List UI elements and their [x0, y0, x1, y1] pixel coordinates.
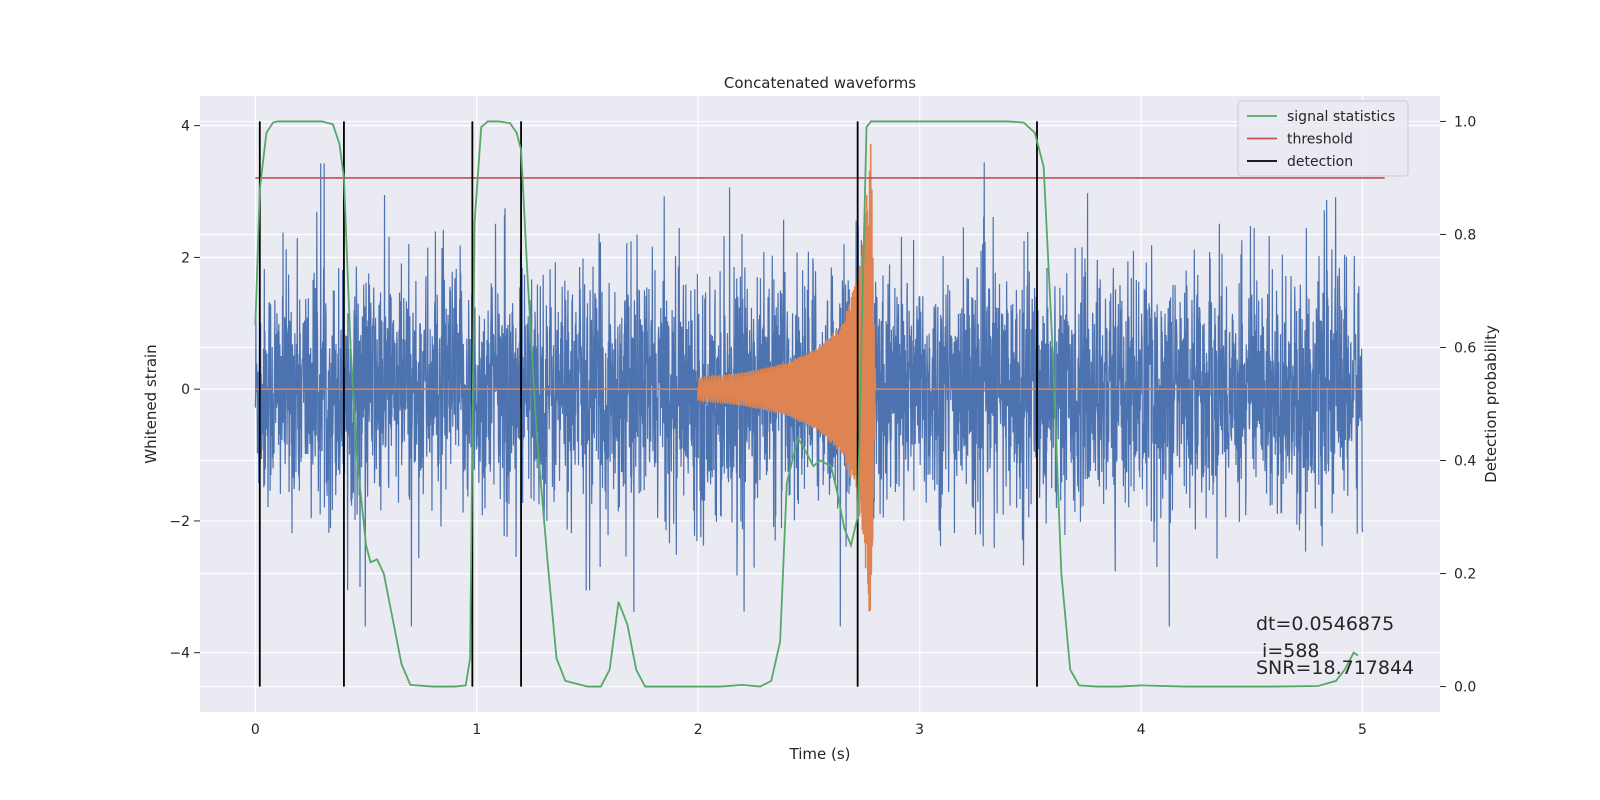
x-tick-label: 1 — [472, 722, 481, 738]
legend-label: threshold — [1287, 132, 1353, 148]
y2-tick-label: 0.6 — [1454, 340, 1476, 356]
signal-statistics-line — [254, 120, 1359, 688]
x-tick-label: 0 — [251, 722, 260, 738]
y2-tick-label: 0.2 — [1454, 567, 1476, 583]
chirp-signal-line — [255, 143, 1363, 612]
legend: signal statistics threshold detection — [1237, 100, 1409, 177]
x-tick-label: 2 — [694, 722, 703, 738]
y2-axis-label: Detection probability — [1482, 325, 1500, 483]
axes: 0 1 2 3 4 5 −4 −2 0 2 4 0.0 0.2 0.4 0.6 0.8 1.0 — [169, 114, 1476, 738]
annotation-text: i=588 — [1256, 640, 1320, 662]
x-axis-label: Time (s) — [789, 745, 851, 763]
annotation-text: dt=0.0546875 — [1256, 613, 1394, 635]
legend-box — [1237, 100, 1409, 177]
annotation-text: SNR=18.717844 — [1256, 657, 1414, 679]
y-tick-label: 4 — [181, 119, 190, 135]
y-tick-label: −2 — [169, 514, 190, 530]
y-tick-label: −4 — [169, 646, 190, 662]
y2-tick-label: 0.0 — [1454, 680, 1476, 696]
y-tick-label: 2 — [181, 250, 190, 266]
y2-tick-label: 0.4 — [1454, 454, 1476, 470]
y-axis-label: Whitened strain — [142, 344, 160, 463]
y2-tick-label: 1.0 — [1454, 114, 1476, 130]
legend-label: signal statistics — [1287, 109, 1395, 125]
x-tick-label: 5 — [1358, 722, 1367, 738]
y2-tick-label: 0.8 — [1454, 227, 1476, 243]
chart-title: Concatenated waveforms — [724, 74, 916, 92]
x-tick-label: 3 — [915, 722, 924, 738]
noise-strain-line — [254, 162, 1364, 627]
legend-label: detection — [1287, 154, 1353, 170]
y-tick-label: 0 — [181, 382, 190, 398]
x-tick-label: 4 — [1137, 722, 1146, 738]
plot-area — [254, 120, 1385, 688]
